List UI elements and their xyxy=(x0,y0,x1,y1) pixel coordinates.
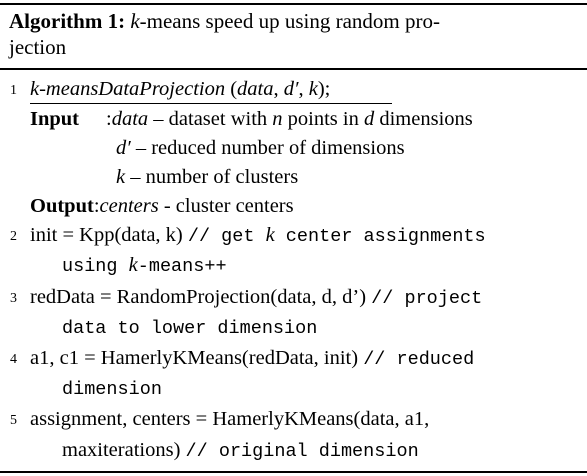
arg-dprime: d′ xyxy=(283,78,299,100)
arg-k: k xyxy=(308,78,318,100)
line-4-continued: dimension xyxy=(62,379,162,400)
output-keyword: Output xyxy=(30,195,94,217)
arg-data: data xyxy=(237,78,274,100)
line-2-continued: using k-means++ xyxy=(62,254,227,277)
line-number-3: 3 xyxy=(10,291,17,306)
code-init: init = Kpp(data, k) xyxy=(30,224,188,246)
line-number-1: 1 xyxy=(10,83,17,98)
code-hamerly-reduced: a1, c1 = HamerlyKMeans(redData, init) xyxy=(30,347,364,369)
line-5-continued: maxiterations) // original dimension xyxy=(62,439,419,462)
input-param-k: k – number of clusters xyxy=(116,166,299,188)
comment-project: // project xyxy=(371,288,483,309)
input-param-data: :data – dataset with n points in d dimen… xyxy=(106,108,473,130)
output-line: Output:centers - cluster centers xyxy=(30,195,294,217)
code-reddata: redData = RandomProjection(data, d, d’) xyxy=(30,286,372,308)
caption-rule xyxy=(0,68,587,70)
caption-title: -means speed up using random pro- xyxy=(139,9,441,33)
code-hamerly-original: assignment, centers = HamerlyKMeans(data… xyxy=(30,408,430,430)
top-rule xyxy=(0,3,587,5)
line-number-5: 5 xyxy=(10,413,17,428)
bottom-rule xyxy=(0,471,587,473)
comment-get: // get xyxy=(187,226,266,247)
caption-title-continued: jection xyxy=(9,35,67,59)
line-number-4: 4 xyxy=(10,352,17,367)
caption-k: k xyxy=(130,9,140,33)
comment-reduced: // reduced xyxy=(363,349,475,370)
function-name: k-meansDataProjection xyxy=(30,78,226,100)
input-param-dprime: d′ – reduced number of dimensions xyxy=(116,137,405,159)
algorithm-caption: Algorithm 1: k-means speed up using rand… xyxy=(9,8,579,60)
input-keyword: Input xyxy=(30,108,80,130)
algorithm-label: Algorithm 1: xyxy=(9,9,126,33)
line-3-continued: data to lower dimension xyxy=(62,318,318,339)
signature-underline xyxy=(30,103,392,105)
line-number-2: 2 xyxy=(10,229,17,244)
comment-original: // original dimension xyxy=(185,441,419,462)
